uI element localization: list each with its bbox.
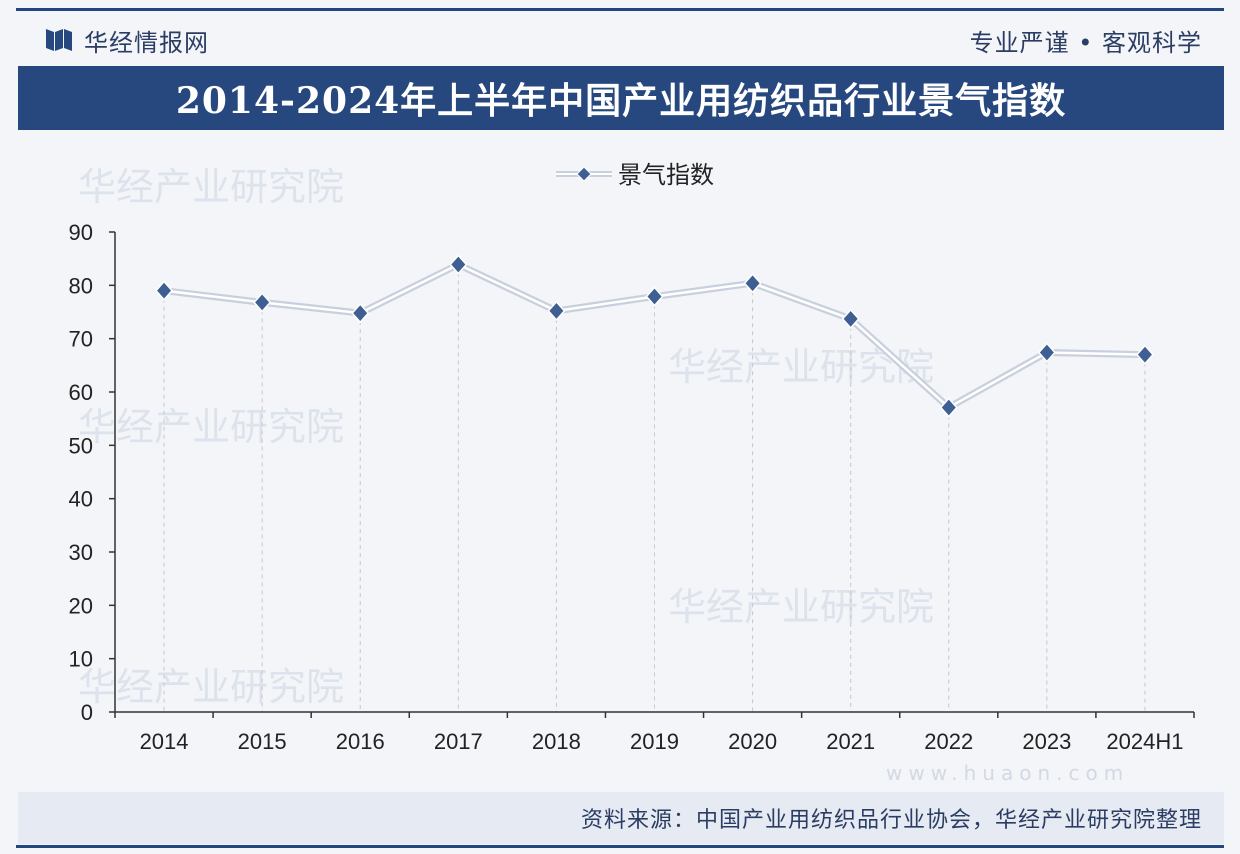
watermark-text: 华经产业研究院 — [668, 345, 934, 389]
x-tick-label: 2017 — [434, 729, 483, 754]
x-tick-label: 2024H1 — [1106, 729, 1183, 754]
x-ticks: 2014 2015 2016 2017 2018 2019 2020 2021 2022 2023… — [140, 729, 1184, 754]
y-tick-label: 30 — [69, 540, 93, 565]
y-tick-label: 0 — [81, 700, 93, 725]
watermark-layer: 华经产业研究院华经产业研究院华经产业研究院华经产业研究院华经产业研究院www.h… — [78, 165, 1129, 785]
y-tick-label: 90 — [69, 220, 93, 245]
x-tick-label: 2014 — [140, 729, 189, 754]
y-ticks: 0 10 20 30 40 50 60 70 80 90 — [69, 220, 115, 725]
bottom-rule — [16, 845, 1224, 848]
y-tick-label: 50 — [69, 433, 93, 458]
data-point — [449, 254, 468, 275]
source-bar: 资料来源：中国产业用纺织品行业协会，华经产业研究院整理 — [18, 792, 1224, 844]
x-tick-label: 2016 — [336, 729, 385, 754]
data-point — [547, 300, 566, 322]
data-point — [253, 292, 272, 313]
data-point — [155, 280, 174, 301]
x-tick-label: 2021 — [826, 729, 875, 754]
legend-marker — [576, 166, 592, 182]
y-tick-label: 70 — [69, 327, 93, 352]
brand: 华经情报网 — [46, 24, 209, 57]
title-bar: 2014-2024年上半年中国产业用纺织品行业景气指数 — [18, 66, 1224, 130]
x-tick-label: 2019 — [630, 729, 679, 754]
chart-svg: 华经产业研究院华经产业研究院华经产业研究院华经产业研究院华经产业研究院www.h… — [69, 161, 1195, 785]
chart-title: 2014-2024年上半年中国产业用纺织品行业景气指数 — [175, 80, 1067, 122]
legend-label: 景气指数 — [618, 161, 714, 189]
watermark-text: 华经产业研究院 — [78, 165, 344, 209]
y-tick-label: 80 — [69, 273, 93, 298]
watermark-text: 华经产业研究院 — [78, 405, 344, 449]
drop-lines — [163, 264, 1146, 712]
x-tick-label: 2023 — [1022, 729, 1071, 754]
chart-area: 华经产业研究院 华经产业研究院 华经产业研究院 华经产业研究院 华经产业研究院 www.h… — [18, 140, 1224, 790]
data-point — [939, 397, 958, 418]
x-tick-label: 2020 — [728, 729, 777, 754]
x-tick-label: 2022 — [924, 729, 973, 754]
x-tick-label: 2015 — [238, 729, 287, 754]
data-point — [1135, 344, 1154, 365]
data-point — [743, 273, 762, 294]
top-rule — [16, 8, 1224, 11]
y-tick-label: 60 — [69, 380, 93, 405]
data-point — [1037, 342, 1056, 363]
brand-logo-icon — [46, 29, 72, 51]
watermark-text: 华经产业研究院 — [78, 665, 344, 709]
watermark-url: www.huaon.com — [886, 761, 1129, 785]
data-point — [351, 302, 370, 324]
x-tick-label: 2018 — [532, 729, 581, 754]
source-text: 资料来源：中国产业用纺织品行业协会，华经产业研究院整理 — [580, 808, 1202, 833]
series-layer — [155, 254, 1154, 418]
brand-name: 华经情报网 — [84, 28, 209, 57]
slogan: 专业严谨 • 客观科学 — [969, 28, 1202, 57]
data-point — [841, 308, 860, 330]
legend: 景气指数 — [556, 161, 714, 189]
y-tick-label: 10 — [69, 647, 93, 672]
y-tick-label: 20 — [69, 593, 93, 618]
data-point — [645, 286, 664, 307]
y-tick-label: 40 — [69, 487, 93, 512]
watermark-text: 华经产业研究院 — [668, 585, 934, 629]
axes — [114, 232, 1195, 718]
